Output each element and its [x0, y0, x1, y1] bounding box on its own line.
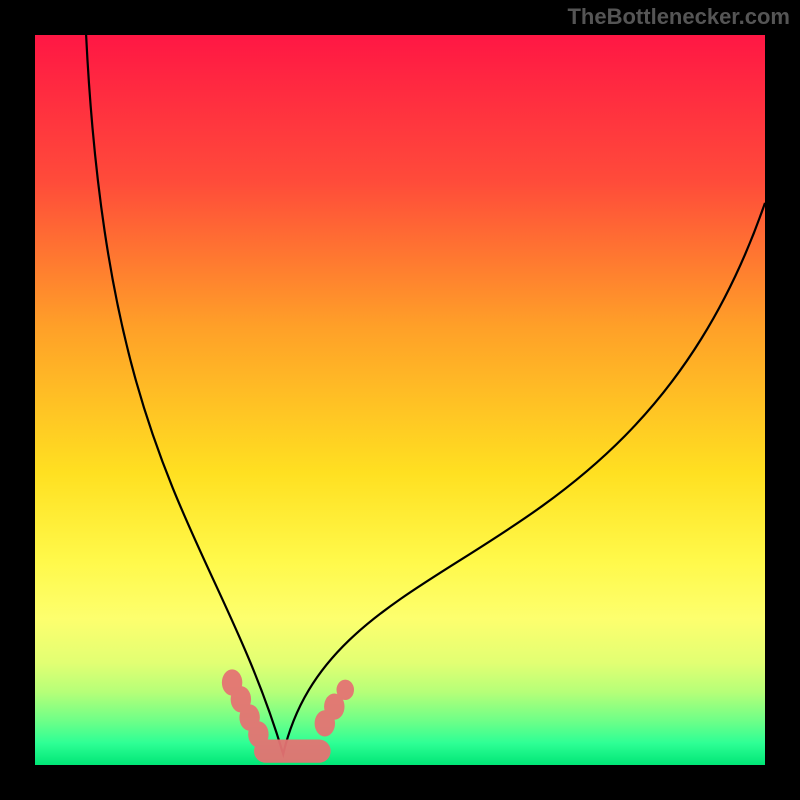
watermark-text: TheBottlenecker.com: [567, 4, 790, 30]
chart-svg: [0, 0, 800, 800]
marker-bottom-bar: [254, 739, 331, 762]
marker-bead: [336, 680, 354, 700]
chart-canvas: TheBottlenecker.com: [0, 0, 800, 800]
heatmap-background: [35, 35, 765, 765]
